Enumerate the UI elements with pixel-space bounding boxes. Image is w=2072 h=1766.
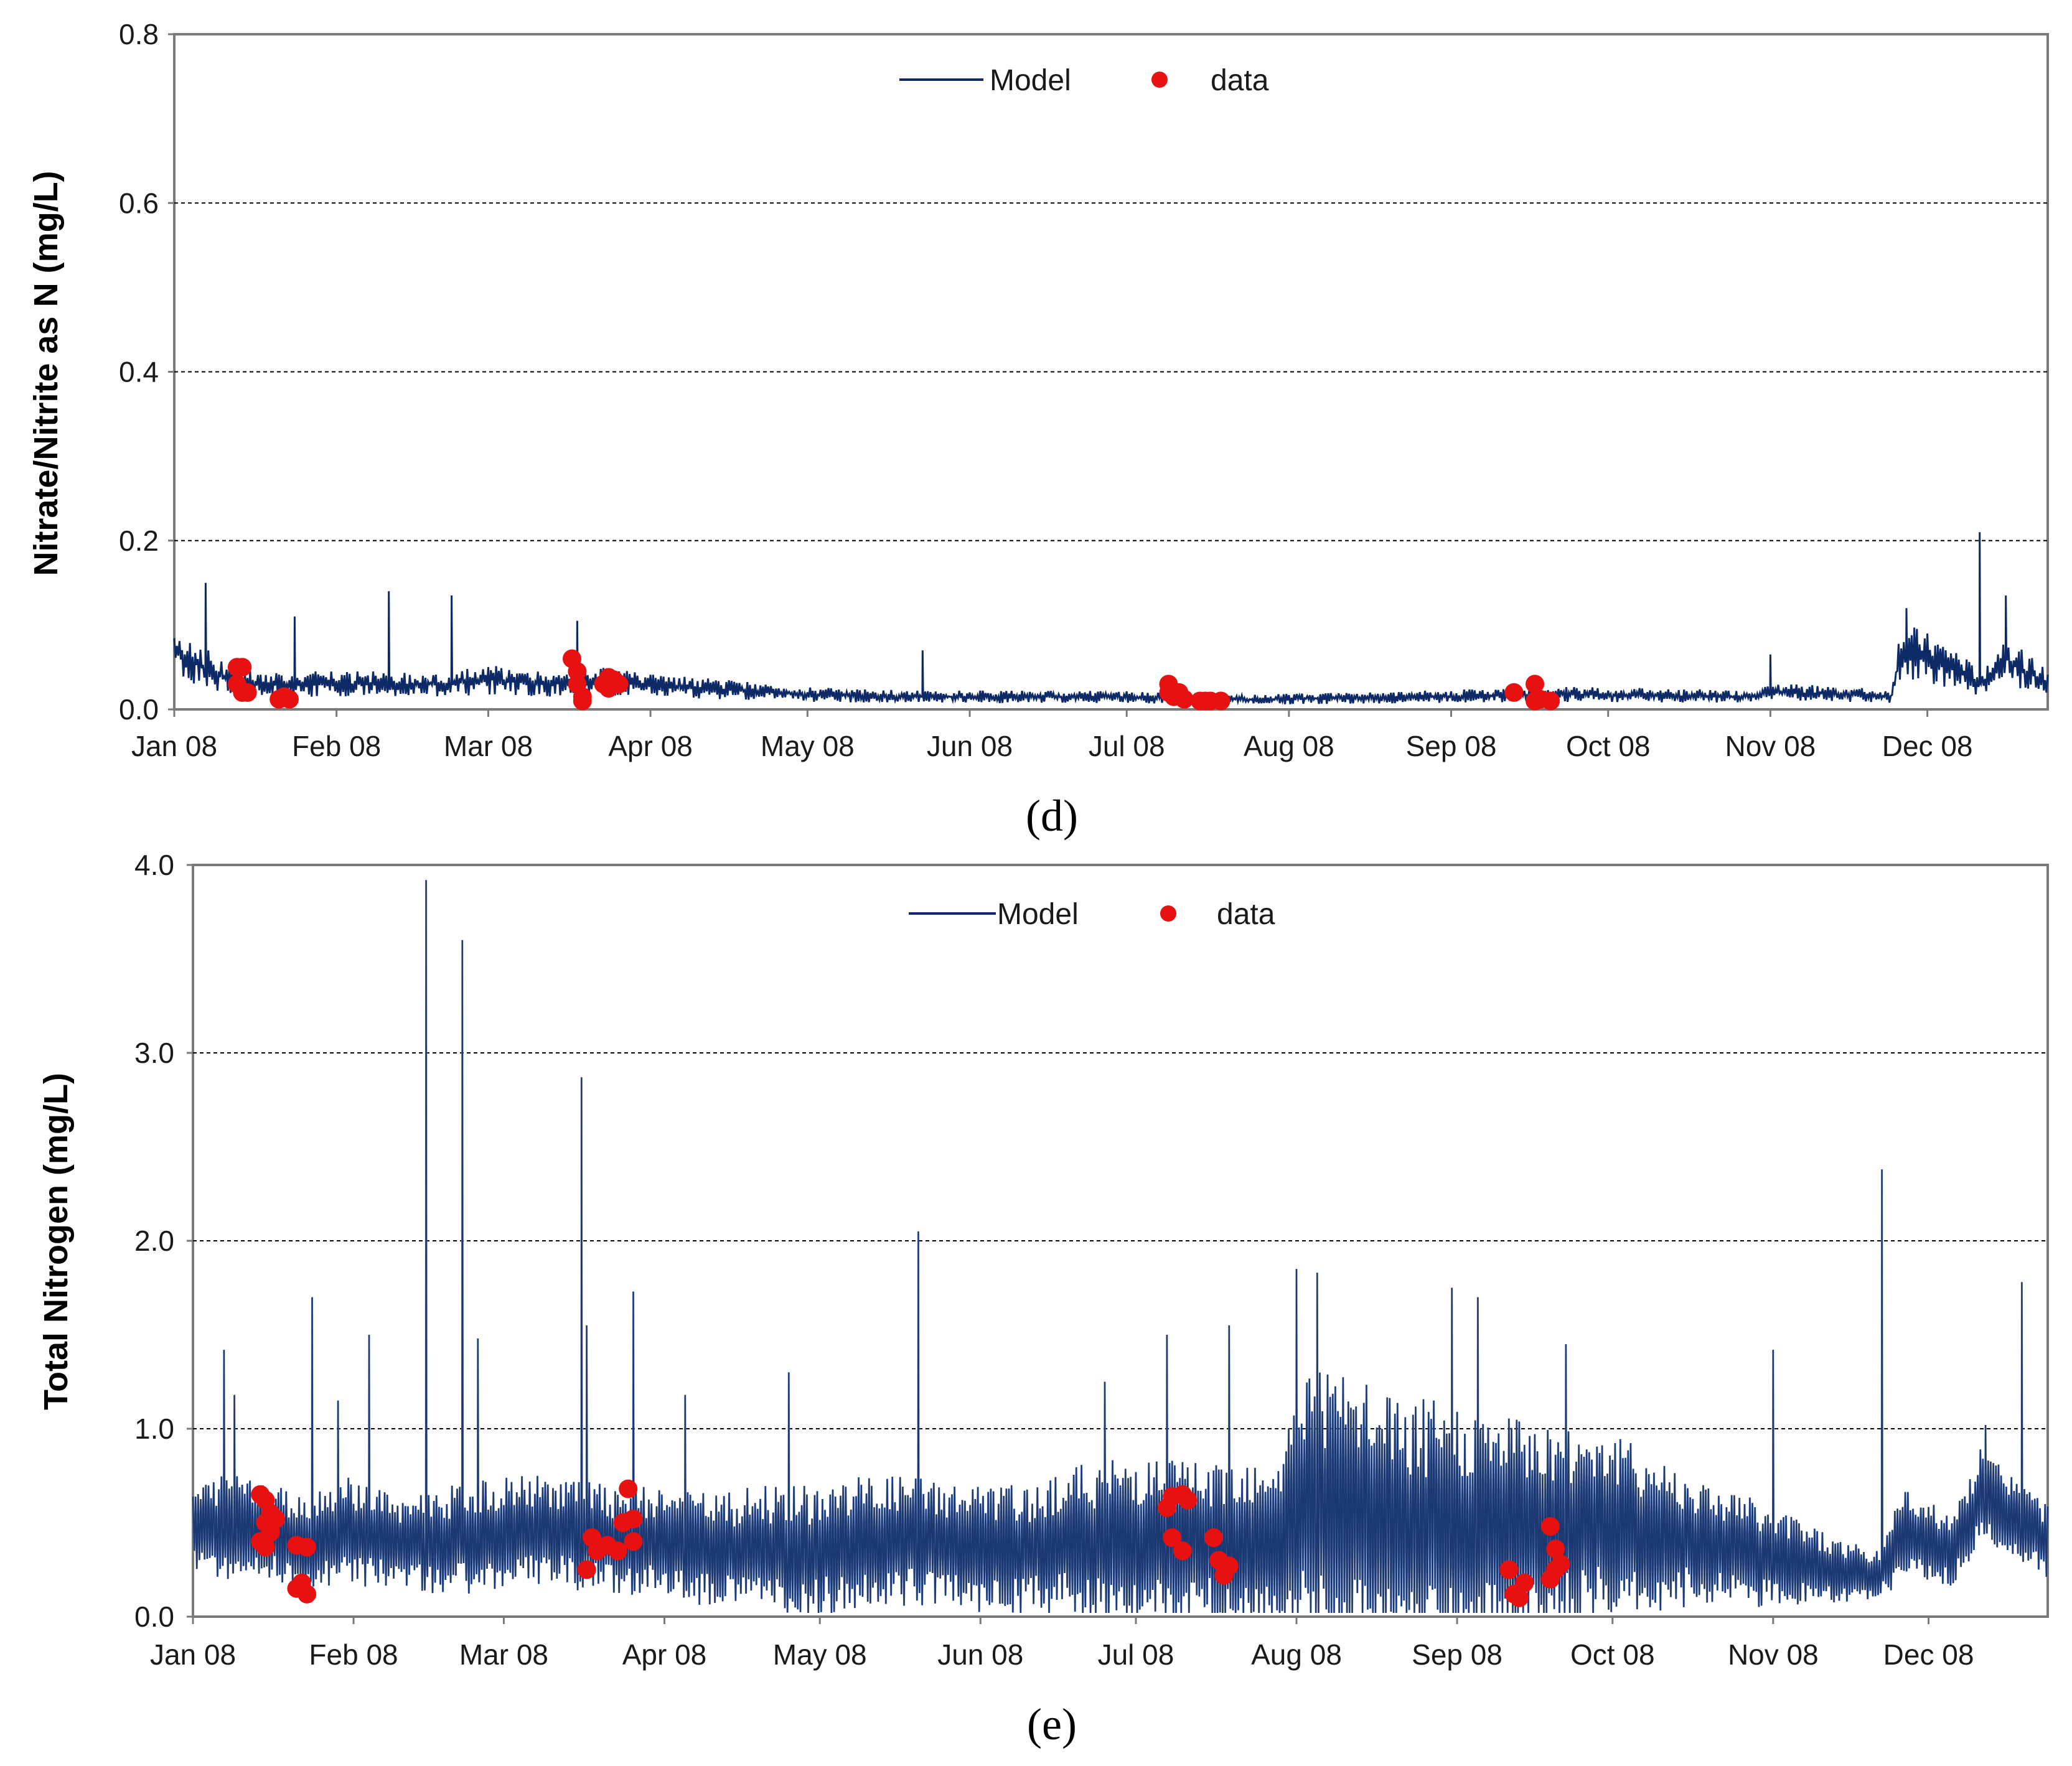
legend-data-swatch — [1151, 72, 1168, 88]
total-nitrogen-data-point — [1509, 1588, 1529, 1607]
nitrate-data-point — [279, 689, 299, 709]
total-nitrogen-data-point — [624, 1509, 643, 1528]
total-nitrogen-data-point — [619, 1479, 638, 1498]
nitrate-y-tick-label: 0.0 — [119, 693, 159, 726]
total-nitrogen-data-point — [1163, 1528, 1182, 1548]
nitrate-data-point — [238, 683, 257, 702]
total-nitrogen-legend: Model data — [909, 898, 1275, 931]
total-nitrogen-x-tick-label: Jun 08 — [937, 1638, 1023, 1671]
total-nitrogen-x-tick-label: Sep 08 — [1412, 1638, 1502, 1671]
nitrate-x-tick-label: Nov 08 — [1725, 730, 1816, 762]
total-nitrogen-data-point — [1551, 1554, 1570, 1574]
nitrate-data-point — [1504, 683, 1524, 702]
nitrate-x-tick-label: Dec 08 — [1882, 730, 1973, 762]
nitrate-x-tick-label: Sep 08 — [1406, 730, 1497, 762]
legend-data-swatch — [1160, 905, 1176, 922]
legend-model-label: Model — [990, 64, 1071, 97]
nitrate-x-tick-label: Jun 08 — [927, 730, 1013, 762]
nitrate-y-tick-label: 0.2 — [119, 525, 159, 557]
total-nitrogen-data-point — [1173, 1541, 1192, 1561]
nitrate-x-tick-label: Jan 08 — [131, 730, 217, 762]
total-nitrogen-data-point — [1178, 1490, 1198, 1510]
total-nitrogen-x-tick-label: Aug 08 — [1251, 1638, 1342, 1671]
nitrate-chart: 0.0 0.2 0.4 0.6 0.8 Jan 08 Feb 08 Mar 08 Apr 08… — [27, 18, 2049, 841]
nitrate-y-axis-label: Nitrate/Nitrite as N (mg/L) — [27, 171, 65, 576]
total-nitrogen-x-tick-label: Nov 08 — [1728, 1638, 1819, 1671]
total-nitrogen-y-axis-label: Total Nitrogen (mg/L) — [37, 1073, 75, 1410]
nitrate-y-tick-label: 0.4 — [119, 356, 159, 388]
total-nitrogen-y-tick-label: 1.0 — [134, 1413, 174, 1445]
nitrate-data-point — [573, 691, 592, 711]
total-nitrogen-x-tick-label: Apr 08 — [622, 1638, 707, 1671]
total-nitrogen-model-line — [192, 880, 2049, 1614]
total-nitrogen-data-point — [298, 1538, 317, 1557]
total-nitrogen-x-tick-label: Dec 08 — [1883, 1638, 1974, 1671]
total-nitrogen-data-point — [608, 1541, 627, 1561]
panel-label-e: (e) — [1027, 1699, 1077, 1749]
total-nitrogen-x-tick-label: Jan 08 — [150, 1638, 236, 1671]
nitrate-data-point — [1541, 691, 1560, 711]
total-nitrogen-y-tick-label: 3.0 — [134, 1037, 174, 1069]
total-nitrogen-x-tick-label: Mar 08 — [459, 1638, 548, 1671]
total-nitrogen-y-tick-label: 0.0 — [134, 1600, 174, 1633]
nitrate-x-tick-label: Apr 08 — [608, 730, 693, 762]
nitrate-data-point — [1526, 675, 1545, 694]
total-nitrogen-data-point — [1515, 1573, 1534, 1592]
nitrate-data-point — [599, 679, 618, 698]
total-nitrogen-data-point — [624, 1532, 643, 1551]
total-nitrogen-chart: 0.0 1.0 2.0 3.0 4.0 Jan 08 Feb 08 Mar 08 Apr 08… — [37, 849, 2049, 1749]
nitrate-legend: Model data — [899, 64, 1269, 97]
total-nitrogen-x-tick-label: Feb 08 — [309, 1638, 398, 1671]
total-nitrogen-data-point — [1204, 1528, 1223, 1548]
panel-label-d: (d) — [1026, 791, 1078, 841]
total-nitrogen-x-tick-label: Jul 08 — [1098, 1638, 1174, 1671]
nitrate-y-tick-label: 0.8 — [119, 18, 159, 50]
total-nitrogen-data-point — [577, 1560, 596, 1579]
total-nitrogen-x-tick-label: May 08 — [773, 1638, 867, 1671]
legend-data-label: data — [1217, 898, 1275, 931]
total-nitrogen-data-point — [287, 1579, 306, 1598]
nitrate-y-tick-label: 0.6 — [119, 187, 159, 219]
total-nitrogen-data-point — [256, 1538, 275, 1557]
total-nitrogen-y-tick-label: 4.0 — [134, 849, 174, 881]
nitrate-x-tick-label: May 08 — [761, 730, 855, 762]
nitrate-x-tick-label: Oct 08 — [1566, 730, 1651, 762]
legend-model-label: Model — [997, 898, 1079, 931]
legend-data-label: data — [1211, 64, 1269, 97]
total-nitrogen-data-point — [1540, 1517, 1560, 1536]
total-nitrogen-data-point — [1219, 1556, 1239, 1576]
nitrate-data-point — [1211, 691, 1231, 711]
total-nitrogen-data-point — [1499, 1560, 1519, 1579]
nitrate-data-point — [1174, 689, 1194, 709]
total-nitrogen-x-tick-label: Oct 08 — [1570, 1638, 1655, 1671]
nitrate-data-point — [233, 658, 252, 677]
nitrate-x-tick-label: Feb 08 — [292, 730, 381, 762]
total-nitrogen-data-point — [266, 1509, 286, 1528]
nitrate-x-tick-label: Mar 08 — [444, 730, 533, 762]
total-nitrogen-data-point — [1546, 1539, 1565, 1559]
total-nitrogen-y-tick-label: 2.0 — [134, 1225, 174, 1257]
nitrate-data-point — [1526, 691, 1545, 711]
nitrate-x-tick-label: Jul 08 — [1089, 730, 1165, 762]
nitrate-x-tick-label: Aug 08 — [1244, 730, 1334, 762]
nitrate-model-line — [173, 532, 2049, 706]
